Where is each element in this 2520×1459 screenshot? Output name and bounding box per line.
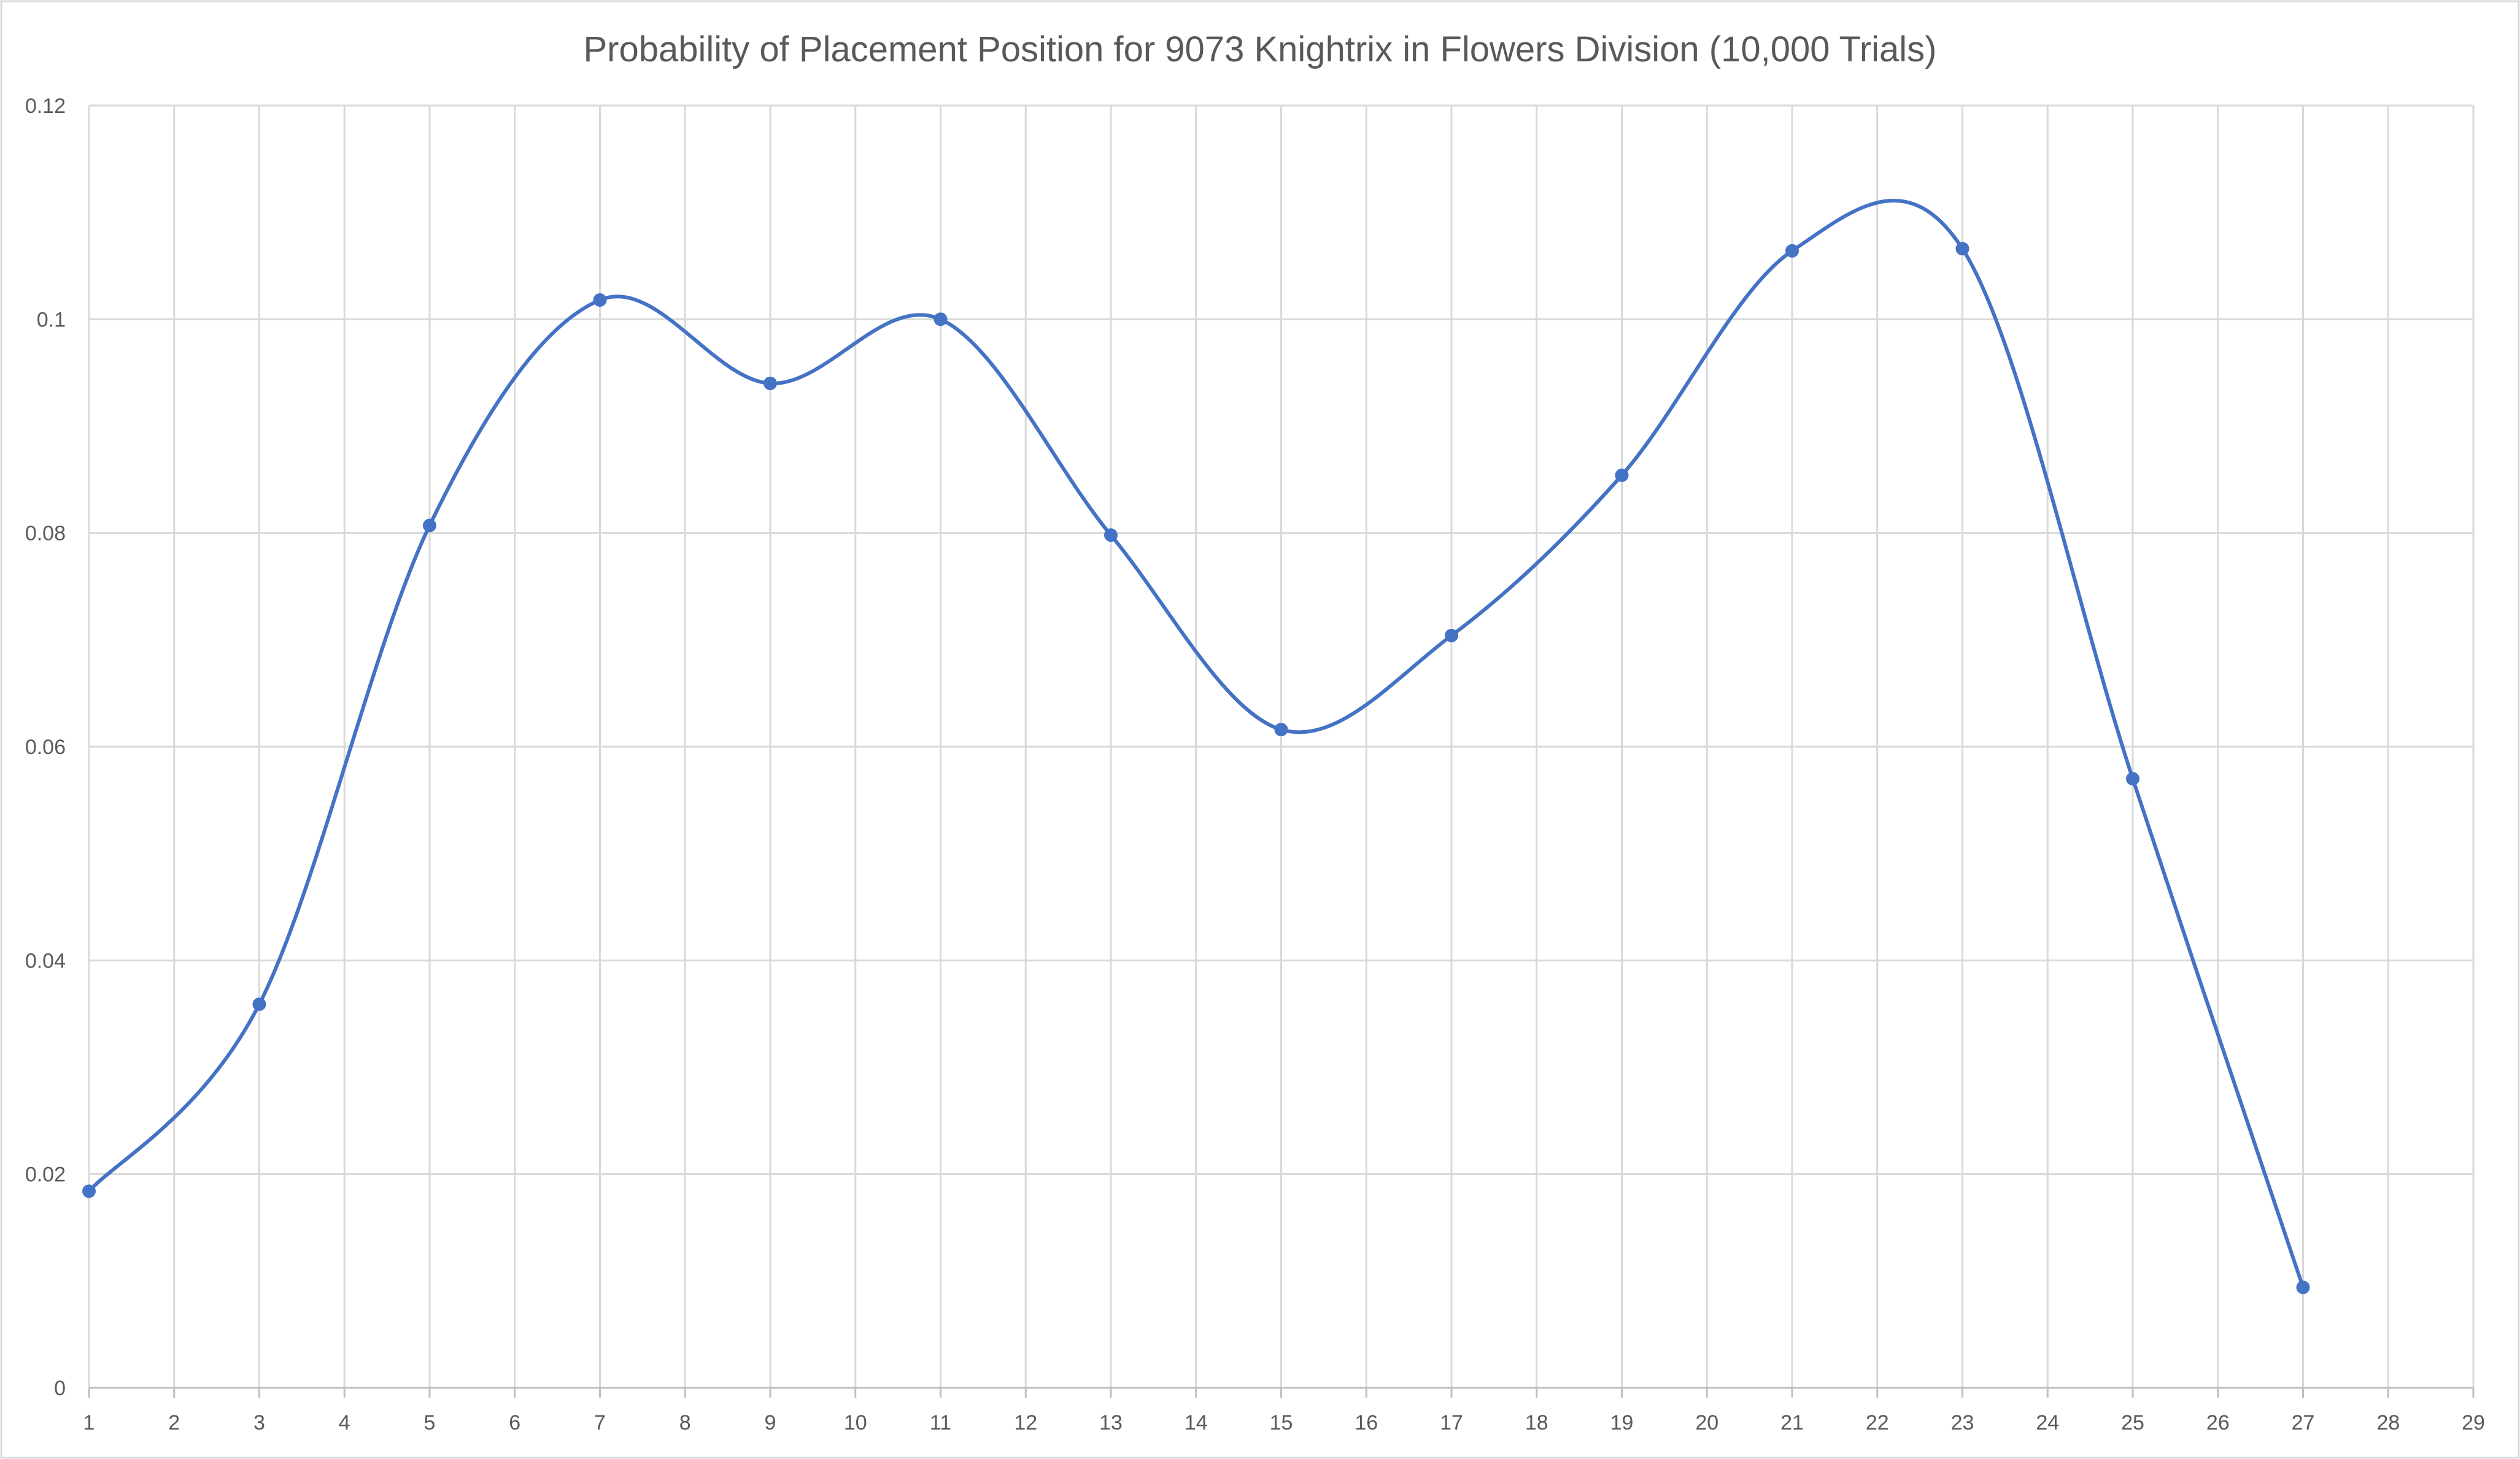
data-point bbox=[1274, 723, 1288, 737]
data-point bbox=[82, 1184, 96, 1198]
x-tick-label: 4 bbox=[339, 1411, 350, 1434]
data-point bbox=[423, 518, 436, 533]
x-tick-label: 24 bbox=[2036, 1411, 2059, 1434]
x-tick-label: 3 bbox=[253, 1411, 265, 1434]
data-point bbox=[1785, 244, 1799, 258]
y-tick-label: 0.12 bbox=[25, 94, 66, 118]
chart-title: Probability of Placement Position for 90… bbox=[584, 29, 1937, 69]
x-tick-label: 9 bbox=[765, 1411, 776, 1434]
data-point bbox=[763, 376, 777, 390]
x-tick-label: 11 bbox=[930, 1411, 951, 1434]
x-tick-label: 5 bbox=[424, 1411, 436, 1434]
data-point bbox=[1445, 628, 1458, 642]
data-points bbox=[82, 242, 2310, 1295]
x-tick-label: 29 bbox=[2462, 1411, 2485, 1434]
x-tick-label: 13 bbox=[1099, 1411, 1123, 1434]
gridlines bbox=[88, 104, 2475, 1388]
y-tick-label: 0.04 bbox=[25, 949, 66, 972]
x-tick-label: 20 bbox=[1695, 1411, 1718, 1434]
x-tick-label: 23 bbox=[1951, 1411, 1974, 1434]
x-tick-label: 14 bbox=[1185, 1411, 1208, 1434]
y-axis-tick-labels: 0 0.02 0.04 0.06 0.08 0.1 0.12 bbox=[25, 94, 66, 1400]
x-tick-label: 27 bbox=[2292, 1411, 2315, 1434]
data-point bbox=[1104, 528, 1118, 542]
y-tick-label: 0.06 bbox=[25, 736, 66, 759]
x-tick-label: 6 bbox=[509, 1411, 520, 1434]
data-point bbox=[2296, 1280, 2310, 1295]
y-tick-label: 0.02 bbox=[25, 1163, 66, 1187]
data-point bbox=[1615, 468, 1629, 482]
x-tick-label: 22 bbox=[1866, 1411, 1889, 1434]
x-tick-label: 26 bbox=[2206, 1411, 2230, 1434]
x-tick-label: 17 bbox=[1440, 1411, 1463, 1434]
x-tick-label: 25 bbox=[2121, 1411, 2144, 1434]
y-tick-label: 0.08 bbox=[25, 522, 66, 545]
x-tick-label: 8 bbox=[679, 1411, 691, 1434]
x-tick-label: 18 bbox=[1525, 1411, 1548, 1434]
x-tick-label: 12 bbox=[1014, 1411, 1037, 1434]
x-tick-label: 7 bbox=[594, 1411, 606, 1434]
x-tick-label: 15 bbox=[1270, 1411, 1293, 1434]
data-point bbox=[2126, 772, 2139, 786]
x-tick-label: 28 bbox=[2376, 1411, 2400, 1434]
x-tick-label: 21 bbox=[1780, 1411, 1804, 1434]
axes bbox=[88, 1387, 2475, 1398]
y-tick-label: 0 bbox=[54, 1377, 66, 1400]
x-tick-label: 10 bbox=[844, 1411, 867, 1434]
data-point bbox=[1955, 242, 1969, 256]
data-point bbox=[933, 312, 948, 326]
x-tick-label: 1 bbox=[83, 1411, 95, 1434]
x-tick-label: 19 bbox=[1610, 1411, 1634, 1434]
data-point bbox=[593, 293, 607, 307]
x-tick-label: 2 bbox=[168, 1411, 180, 1434]
y-tick-label: 0.1 bbox=[37, 308, 66, 331]
data-point bbox=[252, 997, 266, 1011]
x-tick-label: 16 bbox=[1355, 1411, 1378, 1434]
x-axis-tick-labels: 1 2 3 4 5 6 7 8 9 10 11 12 13 14 15 16 17 18 19 20 21 22 23 24 2… bbox=[83, 1411, 2485, 1434]
